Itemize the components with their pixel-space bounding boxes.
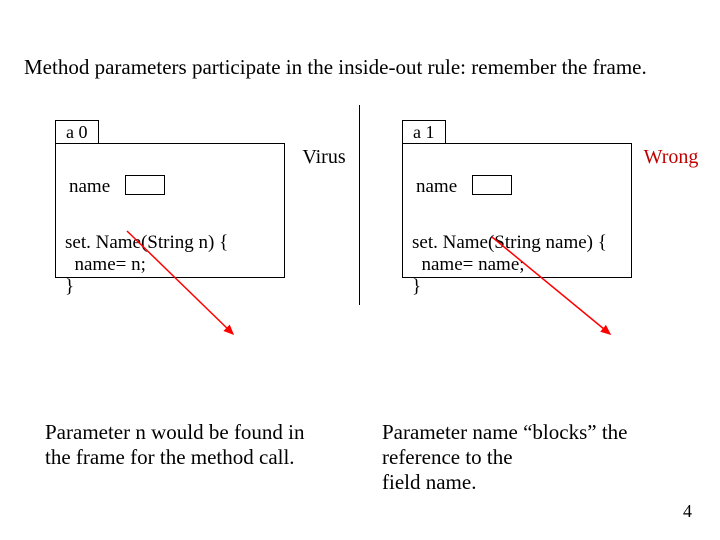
- right-field-slot: [472, 175, 512, 195]
- left-field-label: name: [69, 176, 110, 198]
- left-code: set. Name(String n) { name= n; }: [65, 210, 228, 298]
- right-code-line2b: ;: [519, 254, 524, 275]
- slide: Method parameters participate in the ins…: [0, 0, 720, 540]
- right-object: a 1 Wrong name set. Name(String name) { …: [402, 120, 692, 285]
- right-code-rhs: name: [478, 254, 519, 275]
- right-code-line2a: name=: [412, 254, 478, 275]
- left-object: a 0 Virus name set. Name(String n) { nam…: [55, 120, 345, 285]
- left-code-line2a: name=: [65, 254, 131, 275]
- right-object-label: a 1: [402, 120, 446, 144]
- left-caption: Parameter n would be found in the frame …: [45, 420, 325, 470]
- left-field-slot: [125, 175, 165, 195]
- right-class-name: Wrong: [615, 146, 720, 169]
- right-code-line1a: set. Name(String: [412, 232, 546, 253]
- left-code-line1b: ) {: [208, 232, 228, 253]
- right-code: set. Name(String name) { name= name; }: [412, 210, 607, 298]
- left-code-rhs: n: [131, 254, 141, 275]
- left-code-line1a: set. Name(String: [65, 232, 199, 253]
- right-code-line1b: ) {: [587, 232, 607, 253]
- center-divider: [359, 105, 360, 305]
- title: Method parameters participate in the ins…: [24, 55, 696, 80]
- page-number: 4: [683, 501, 692, 522]
- right-caption: Parameter name “blocks” the reference to…: [382, 420, 652, 495]
- left-column: a 0 Virus name set. Name(String n) { nam…: [55, 120, 345, 285]
- left-class-name: Virus: [268, 146, 380, 169]
- left-code-line3: }: [65, 276, 74, 297]
- right-field-label: name: [416, 176, 457, 198]
- right-code-param: name: [546, 232, 587, 253]
- left-object-label: a 0: [55, 120, 99, 144]
- right-code-line3: }: [412, 276, 421, 297]
- left-code-param: n: [199, 232, 209, 253]
- left-code-line2b: ;: [141, 254, 146, 275]
- right-column: a 1 Wrong name set. Name(String name) { …: [402, 120, 692, 285]
